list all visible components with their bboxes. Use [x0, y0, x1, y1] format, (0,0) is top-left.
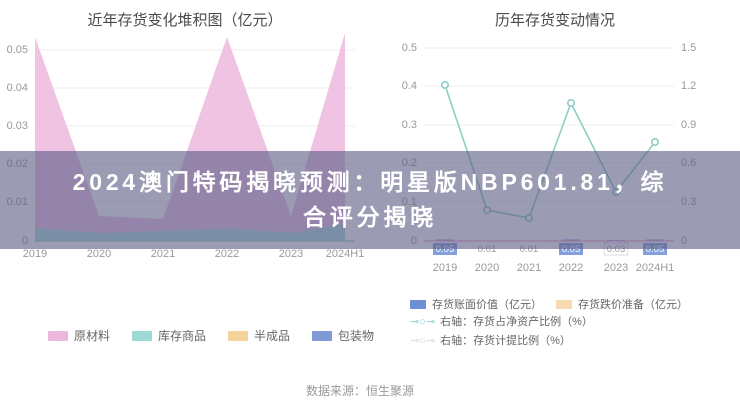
svg-text:1.2: 1.2 — [681, 80, 696, 92]
svg-text:2021: 2021 — [517, 262, 541, 274]
svg-text:2019: 2019 — [433, 262, 457, 274]
svg-text:2020: 2020 — [475, 262, 499, 274]
svg-text:2024H1: 2024H1 — [326, 248, 365, 260]
svg-text:2023: 2023 — [604, 262, 628, 274]
svg-text:2020: 2020 — [87, 248, 111, 260]
svg-text:2021: 2021 — [151, 248, 175, 260]
svg-text:2023: 2023 — [279, 248, 303, 260]
svg-text:0.9: 0.9 — [681, 119, 696, 131]
svg-text:0.05: 0.05 — [7, 44, 28, 56]
svg-text:2022: 2022 — [215, 248, 239, 260]
svg-text:0.03: 0.03 — [7, 120, 28, 132]
svg-text:1.5: 1.5 — [681, 42, 696, 54]
svg-text:0.3: 0.3 — [402, 119, 417, 131]
svg-text:2024H1: 2024H1 — [636, 262, 675, 274]
svg-text:0.04: 0.04 — [7, 82, 28, 94]
svg-text:0.4: 0.4 — [402, 80, 417, 92]
svg-text:2022: 2022 — [559, 262, 583, 274]
svg-text:0.5: 0.5 — [402, 42, 417, 54]
svg-text:2019: 2019 — [23, 248, 47, 260]
